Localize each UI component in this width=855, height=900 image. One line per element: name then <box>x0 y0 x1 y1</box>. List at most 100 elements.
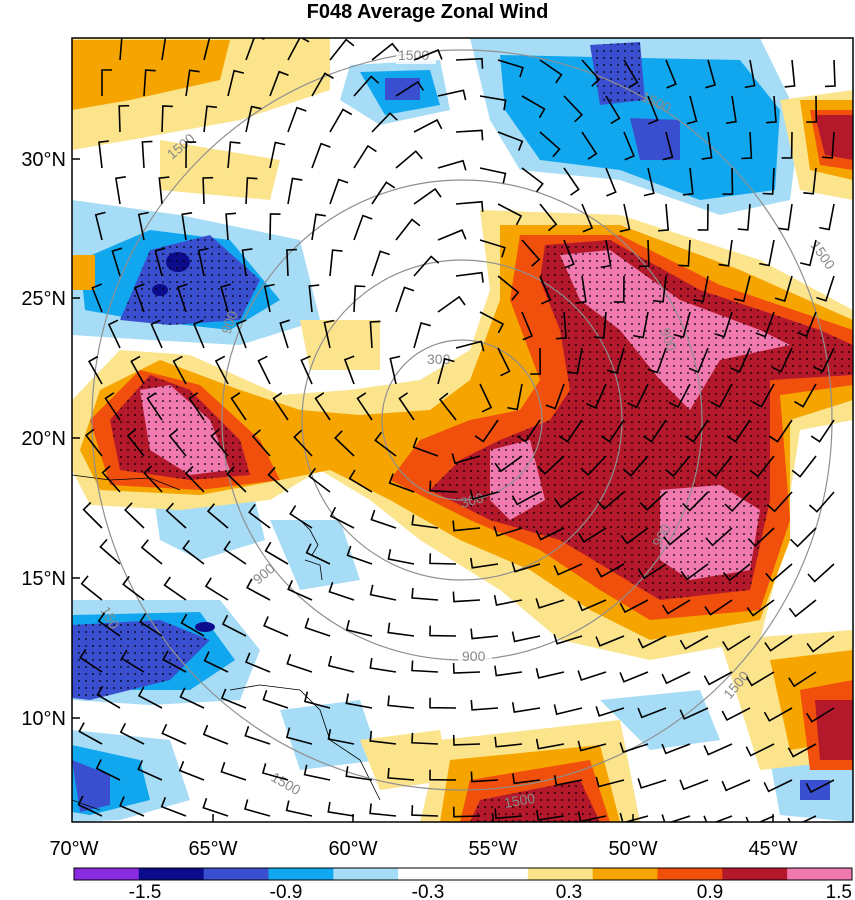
latitude-label: 10°N <box>21 708 66 730</box>
wind-barb <box>206 503 229 529</box>
wind-barb <box>556 311 567 340</box>
wind-barb <box>202 798 229 817</box>
map-panel: 1500 1500 1500 1500 1500 1500 1500 300 3… <box>72 38 853 822</box>
wind-barb <box>637 707 667 719</box>
wind-barb <box>225 212 237 241</box>
wind-barb <box>323 319 335 349</box>
wind-barb <box>269 141 286 169</box>
wind-barb <box>165 502 187 529</box>
wind-barb <box>824 59 836 88</box>
wind-barb <box>257 355 271 385</box>
wind-barb <box>494 808 523 820</box>
wind-barb <box>722 167 734 195</box>
wind-barb <box>771 347 793 373</box>
wind-barb <box>203 105 217 133</box>
wind-barb <box>137 686 163 709</box>
wind-barb <box>329 178 349 205</box>
wind-barb <box>429 769 457 781</box>
wind-barb <box>661 599 691 615</box>
wind-barb <box>226 466 247 493</box>
wind-barb <box>279 319 291 349</box>
wind-barb <box>114 176 126 205</box>
wind-barb <box>264 541 289 565</box>
wind-barb <box>807 563 835 583</box>
wind-barb <box>80 575 103 601</box>
wind-barb <box>521 239 541 267</box>
wind-barb <box>619 671 649 683</box>
wind-barb <box>139 613 163 637</box>
wind-barb <box>180 613 205 637</box>
wind-barb <box>329 108 353 133</box>
wind-barb <box>747 527 775 548</box>
wind-barb <box>613 275 625 303</box>
wind-barb <box>369 803 397 817</box>
wind-barb <box>412 437 439 457</box>
wind-barb <box>784 59 796 88</box>
wind-barb <box>558 419 583 443</box>
wind-barb <box>267 466 289 493</box>
wind-barb <box>494 736 523 748</box>
wind-barb <box>545 383 565 410</box>
wind-barb <box>143 69 156 97</box>
wind-barb <box>82 501 103 529</box>
wind-barb <box>88 355 103 385</box>
wind-barb <box>619 599 649 614</box>
wind-barb <box>437 159 467 171</box>
wind-barb <box>370 509 397 529</box>
wind-barb <box>764 635 793 652</box>
wind-barb <box>803 167 817 195</box>
colorbar-swatch <box>203 868 269 880</box>
wind-barb <box>286 654 313 673</box>
wind-barb <box>787 743 817 758</box>
wind-barb <box>130 355 145 385</box>
wind-barb <box>745 815 775 822</box>
wind-barb <box>455 57 484 69</box>
wind-barb <box>800 239 817 267</box>
wind-barb <box>353 75 380 97</box>
wind-barb <box>118 104 130 133</box>
wind-barb <box>188 392 205 421</box>
wind-barb <box>99 538 121 565</box>
wind-barb <box>77 795 103 817</box>
wind-barb <box>353 285 366 313</box>
wind-barb <box>374 431 397 457</box>
wind-barb <box>161 105 173 133</box>
contour-label: 900 <box>218 308 241 336</box>
wind-barb <box>122 575 145 601</box>
wind-barb <box>251 429 271 457</box>
wind-barb <box>137 211 149 241</box>
wind-barb <box>637 635 667 649</box>
wind-barb <box>137 759 163 781</box>
wind-barb <box>411 805 439 817</box>
wind-barb <box>346 545 373 565</box>
wind-barb <box>535 527 565 541</box>
wind-barb <box>387 695 415 709</box>
wind-barb <box>703 815 733 822</box>
wind-barb <box>158 176 170 205</box>
wind-barb <box>789 527 817 548</box>
wind-barb <box>511 491 541 506</box>
wind-barb <box>286 248 297 277</box>
colorbar-label: 0.3 <box>556 882 582 900</box>
wind-barb <box>605 95 621 125</box>
wind-barb <box>303 691 331 709</box>
wind-barb <box>794 383 817 408</box>
colorbar-label: 1.5 <box>826 882 852 900</box>
wind-barb <box>763 707 793 722</box>
wind-barb <box>512 773 541 785</box>
wind-barb <box>718 239 733 267</box>
wind-barb <box>774 275 793 302</box>
wind-barb <box>479 95 507 111</box>
wind-barb <box>595 776 625 788</box>
wind-barb <box>511 631 541 643</box>
wind-barb <box>172 355 187 385</box>
wind-barb <box>703 671 733 686</box>
wind-barb <box>371 42 400 61</box>
wind-barb <box>745 671 775 687</box>
wind-barb <box>311 213 326 241</box>
wind-barb <box>111 247 123 277</box>
wind-barb <box>141 140 153 169</box>
wind-barb <box>455 340 485 352</box>
wind-barb <box>577 599 607 612</box>
